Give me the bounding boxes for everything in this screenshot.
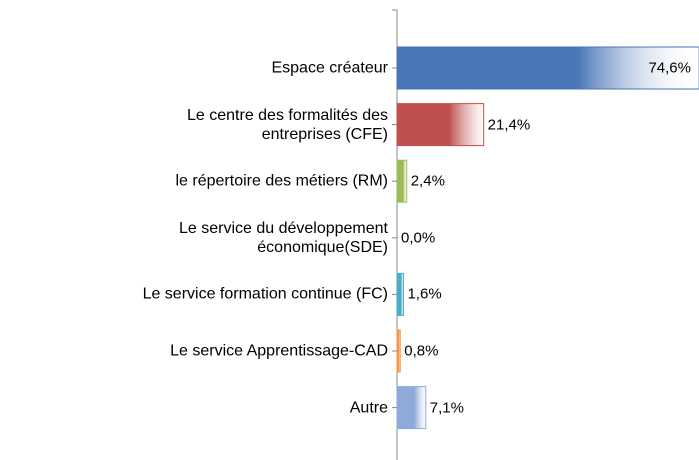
bar	[396, 329, 401, 373]
value-label: 7,1%	[429, 399, 464, 417]
bar	[396, 159, 408, 203]
value-label: 0,8%	[404, 342, 439, 360]
value-label: 74,6%	[648, 59, 691, 77]
value-label: 21,4%	[487, 116, 531, 134]
category-label: le répertoire des métiers (RM)	[175, 172, 389, 190]
bar	[396, 103, 485, 147]
category-label: Le service du développement économique(S…	[178, 219, 388, 256]
category-label: Le centre des formalités des entreprises…	[187, 106, 388, 143]
bar	[396, 386, 427, 430]
value-label: 1,6%	[407, 285, 442, 303]
value-label: 2,4%	[410, 172, 445, 190]
category-label: Espace créateur	[271, 59, 388, 77]
category-label: Autre	[349, 399, 388, 417]
category-label: Le service Apprentissage-CAD	[170, 342, 388, 360]
bar	[396, 272, 404, 316]
category-label: Le service formation continue (FC)	[142, 285, 388, 303]
value-label: 0,0%	[401, 229, 436, 247]
